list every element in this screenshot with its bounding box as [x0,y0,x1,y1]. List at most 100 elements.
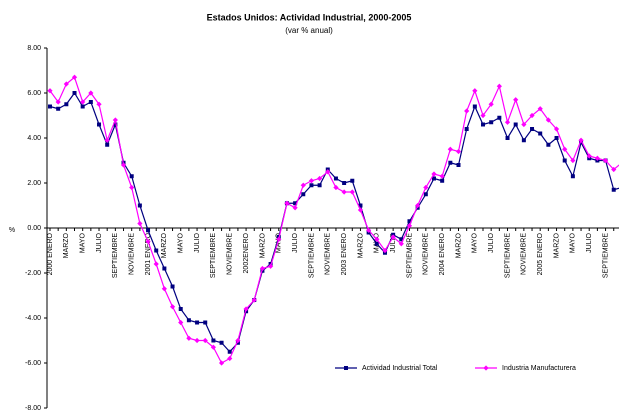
data-point [602,157,609,164]
data-point [104,137,110,143]
data-point [440,178,445,183]
y-tick-label: -8.00 [25,405,41,412]
data-point [431,176,436,181]
y-tick-label: 6.00 [27,90,41,97]
data-point [342,181,347,185]
data-point [497,115,502,120]
data-point [80,104,85,109]
data-point [521,138,526,143]
data-point [456,163,461,167]
data-point [47,88,53,94]
y-tick-label: -4.00 [25,315,41,322]
data-point [472,88,478,94]
data-point [129,184,135,191]
data-point [374,241,379,246]
data-point [317,183,322,188]
chart-subtitle: (var % anual) [285,26,333,35]
x-tick-label: JULIO [292,232,299,252]
x-tick-label: SEPTIEMBRE [210,233,217,278]
data-point [137,220,143,227]
data-point [415,202,421,209]
data-point [349,189,355,195]
data-point [105,142,110,147]
x-tick-label: 2001 ENERO [145,232,152,275]
data-point [513,122,518,127]
data-point [521,121,527,128]
data-point [235,337,241,344]
data-point [489,120,494,125]
data-point [504,119,511,125]
data-point [423,192,428,197]
y-tick-label: 2.00 [27,180,41,187]
data-point [481,122,486,127]
data-point [292,205,298,211]
data-point [546,142,551,147]
data-point [80,99,86,105]
data-point [562,146,568,152]
data-point [145,238,151,245]
x-tick-label: 2000 ENERO [47,232,54,275]
data-point [382,247,388,254]
y-axis-label: % [9,227,15,234]
x-tick-label: JULIO [194,232,201,252]
x-tick-label: NOVIEMBRE [423,233,430,275]
data-point [178,319,184,326]
data-point [464,127,469,131]
data-point [300,182,306,188]
data-point [71,74,78,80]
y-tick-label: -2.00 [25,270,41,277]
data-point [448,160,453,165]
y-tick-label: 8.00 [27,45,41,52]
data-point [195,320,200,325]
data-point [120,162,127,168]
data-point [178,307,183,311]
data-point [219,340,224,345]
data-point [529,112,535,119]
x-tick-label: JULIO [96,232,103,252]
x-tick-label: MARZO [259,232,266,258]
x-tick-label: NOVIEMBRE [325,233,332,275]
data-point [611,187,616,192]
data-point [194,337,200,344]
data-point [72,91,77,95]
data-point [447,146,453,152]
data-point [431,171,437,177]
data-point [112,117,118,123]
data-point [570,174,575,179]
data-point [186,318,191,323]
legend-label: Actividad Industrial Total [362,365,438,372]
x-tick-label: MARZO [357,232,364,258]
x-tick-label: 2004 ENERO [439,232,446,275]
data-point [570,157,576,164]
data-point [333,176,338,181]
data-point [202,337,208,344]
data-point [227,355,233,362]
x-tick-label: JULIO [586,232,593,252]
x-tick-label: MAYO [472,232,479,253]
data-point [333,184,339,191]
chart-title: Estados Unidos: Actividad Industrial, 20… [207,12,412,22]
data-point [88,90,94,96]
data-point [530,127,535,131]
data-point [611,166,617,173]
data-point [308,178,315,184]
data-point [251,297,257,303]
legend-marker [344,366,348,370]
data-point [186,335,192,341]
data-point [267,263,274,269]
data-point [423,184,429,191]
data-point [545,117,551,123]
data-point [64,102,69,107]
x-tick-label: JULIO [488,232,495,252]
x-tick-label: SEPTIEMBRE [406,233,413,278]
data-point [317,175,323,182]
data-point [513,97,519,103]
data-point [137,203,142,208]
data-point [406,223,413,229]
x-tick-label: SEPTIEMBRE [602,233,609,278]
data-point [374,236,380,242]
data-point [88,100,93,104]
x-tick-label: MAYO [570,232,577,253]
data-point [55,99,61,105]
